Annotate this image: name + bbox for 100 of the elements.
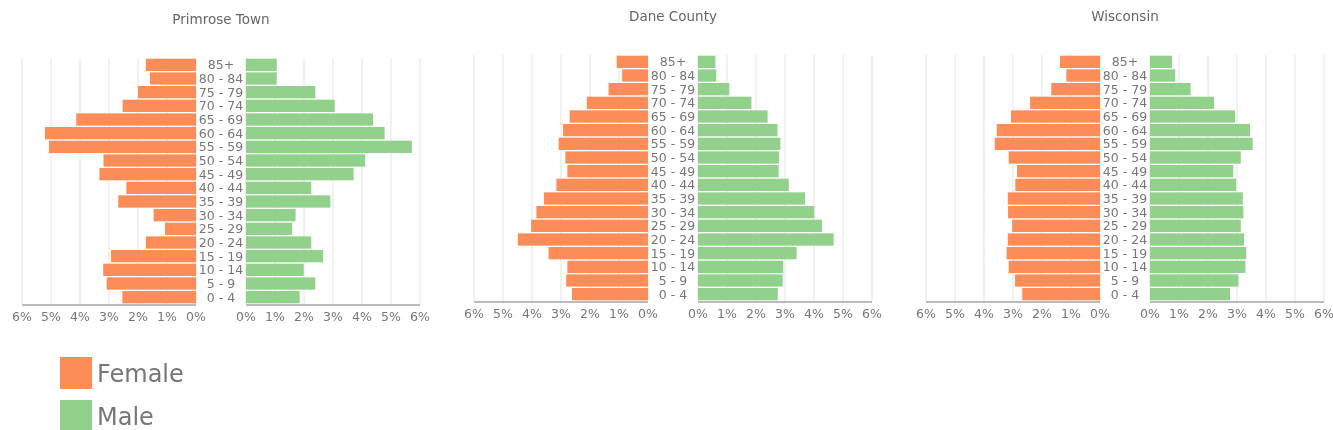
x-tick-label: 6% <box>410 309 431 324</box>
y-tick-label: 5 - 9 <box>206 276 236 291</box>
y-tick-label: 20 - 24 <box>198 235 244 250</box>
x-tick-label: 3% <box>323 309 344 324</box>
y-tick-label: 40 - 44 <box>650 177 696 193</box>
x-tick-label: 3% <box>1227 306 1248 321</box>
y-tick-label: 85+ <box>659 54 687 70</box>
y-tick-label: 75 - 79 <box>1102 81 1148 97</box>
x-tick-label: 3% <box>99 309 120 324</box>
y-tick-label: 70 - 74 <box>1102 95 1148 111</box>
y-tick-label: 25 - 29 <box>1102 218 1148 234</box>
y-tick-label: 5 - 9 <box>1110 273 1140 288</box>
chart-title: Wisconsin <box>1091 8 1159 24</box>
y-tick-label: 60 - 64 <box>198 125 244 141</box>
y-tick-label: 35 - 39 <box>1102 191 1148 206</box>
y-tick-label: 10 - 14 <box>1102 259 1148 275</box>
x-tick-label: 4% <box>974 306 995 321</box>
x-tick-label: 1% <box>1061 306 1082 321</box>
x-tick-label: 3% <box>551 306 572 321</box>
y-tick-label: 55 - 59 <box>650 136 696 152</box>
y-tick-label: 25 - 29 <box>198 221 244 237</box>
y-tick-label: 40 - 44 <box>1102 177 1148 193</box>
y-tick-label: 70 - 74 <box>198 98 244 114</box>
x-tick-label: 1% <box>609 306 630 321</box>
legend-label: Female <box>97 360 184 388</box>
x-tick-label: 0% <box>186 309 207 324</box>
x-tick-label: 2% <box>294 309 315 324</box>
y-tick-label: 45 - 49 <box>650 163 696 179</box>
y-tick-label: 75 - 79 <box>650 81 696 97</box>
x-tick-label: 6% <box>862 306 883 321</box>
x-tick-label: 6% <box>464 306 485 321</box>
x-tick-label: 0% <box>638 306 659 321</box>
y-tick-label: 20 - 24 <box>650 232 696 247</box>
y-tick-label: 30 - 34 <box>650 204 696 220</box>
x-tick-label: 1% <box>157 309 178 324</box>
y-tick-label: 50 - 54 <box>1102 150 1148 165</box>
x-tick-label: 5% <box>1285 306 1306 321</box>
x-tick-label: 0% <box>688 306 709 321</box>
x-tick-label: 6% <box>12 309 33 324</box>
y-tick-label: 75 - 79 <box>198 84 244 100</box>
y-tick-label: 15 - 19 <box>198 248 244 264</box>
y-tick-label: 55 - 59 <box>1102 136 1148 152</box>
y-tick-label: 50 - 54 <box>650 150 696 165</box>
y-tick-label: 45 - 49 <box>198 166 244 182</box>
y-tick-label: 45 - 49 <box>1102 163 1148 179</box>
x-tick-label: 1% <box>1169 306 1190 321</box>
x-tick-label: 5% <box>41 309 62 324</box>
x-tick-label: 6% <box>916 306 937 321</box>
y-tick-label: 0 - 4 <box>1110 286 1140 302</box>
x-tick-label: 4% <box>1256 306 1277 321</box>
x-tick-label: 5% <box>493 306 514 321</box>
x-tick-label: 5% <box>833 306 854 321</box>
legend-label: Male <box>97 403 154 430</box>
y-tick-label: 55 - 59 <box>198 139 244 155</box>
chart-title: Dane County <box>629 8 717 24</box>
x-tick-label: 2% <box>746 306 767 321</box>
y-tick-label: 10 - 14 <box>650 259 696 275</box>
x-tick-label: 4% <box>804 306 825 321</box>
x-tick-label: 1% <box>717 306 738 321</box>
x-tick-label: 0% <box>236 309 257 324</box>
y-tick-label: 50 - 54 <box>198 153 244 168</box>
x-tick-label: 4% <box>522 306 543 321</box>
y-tick-label: 30 - 34 <box>198 207 244 223</box>
y-tick-label: 15 - 19 <box>650 245 696 261</box>
x-tick-label: 3% <box>775 306 796 321</box>
y-tick-label: 60 - 64 <box>650 122 696 138</box>
y-tick-label: 35 - 39 <box>198 194 244 209</box>
y-tick-label: 80 - 84 <box>650 68 696 83</box>
x-tick-label: 4% <box>70 309 91 324</box>
y-tick-label: 0 - 4 <box>658 286 688 302</box>
x-tick-label: 4% <box>352 309 373 324</box>
x-tick-label: 2% <box>1032 306 1053 321</box>
x-tick-label: 1% <box>265 309 286 324</box>
y-tick-label: 80 - 84 <box>198 71 244 86</box>
y-tick-label: 65 - 69 <box>650 109 696 124</box>
x-tick-label: 0% <box>1140 306 1161 321</box>
y-tick-label: 35 - 39 <box>650 191 696 206</box>
y-tick-label: 10 - 14 <box>198 262 244 278</box>
x-tick-label: 3% <box>1003 306 1024 321</box>
y-tick-label: 5 - 9 <box>658 273 688 288</box>
x-tick-label: 2% <box>1198 306 1219 321</box>
y-tick-label: 85+ <box>207 57 235 73</box>
y-tick-label: 25 - 29 <box>650 218 696 234</box>
x-tick-label: 5% <box>945 306 966 321</box>
y-tick-label: 20 - 24 <box>1102 232 1148 247</box>
y-tick-label: 60 - 64 <box>1102 122 1148 138</box>
chart-title: Primrose Town <box>172 11 270 27</box>
y-tick-label: 15 - 19 <box>1102 245 1148 261</box>
x-tick-label: 0% <box>1090 306 1111 321</box>
y-tick-label: 65 - 69 <box>198 112 244 127</box>
y-tick-label: 65 - 69 <box>1102 109 1148 124</box>
x-tick-label: 2% <box>580 306 601 321</box>
y-tick-label: 85+ <box>1111 54 1139 70</box>
y-tick-label: 40 - 44 <box>198 180 244 196</box>
y-tick-label: 70 - 74 <box>650 95 696 111</box>
y-tick-label: 30 - 34 <box>1102 204 1148 220</box>
y-tick-label: 80 - 84 <box>1102 68 1148 83</box>
x-tick-label: 6% <box>1314 306 1333 321</box>
x-tick-label: 2% <box>128 309 149 324</box>
y-tick-label: 0 - 4 <box>206 289 236 305</box>
